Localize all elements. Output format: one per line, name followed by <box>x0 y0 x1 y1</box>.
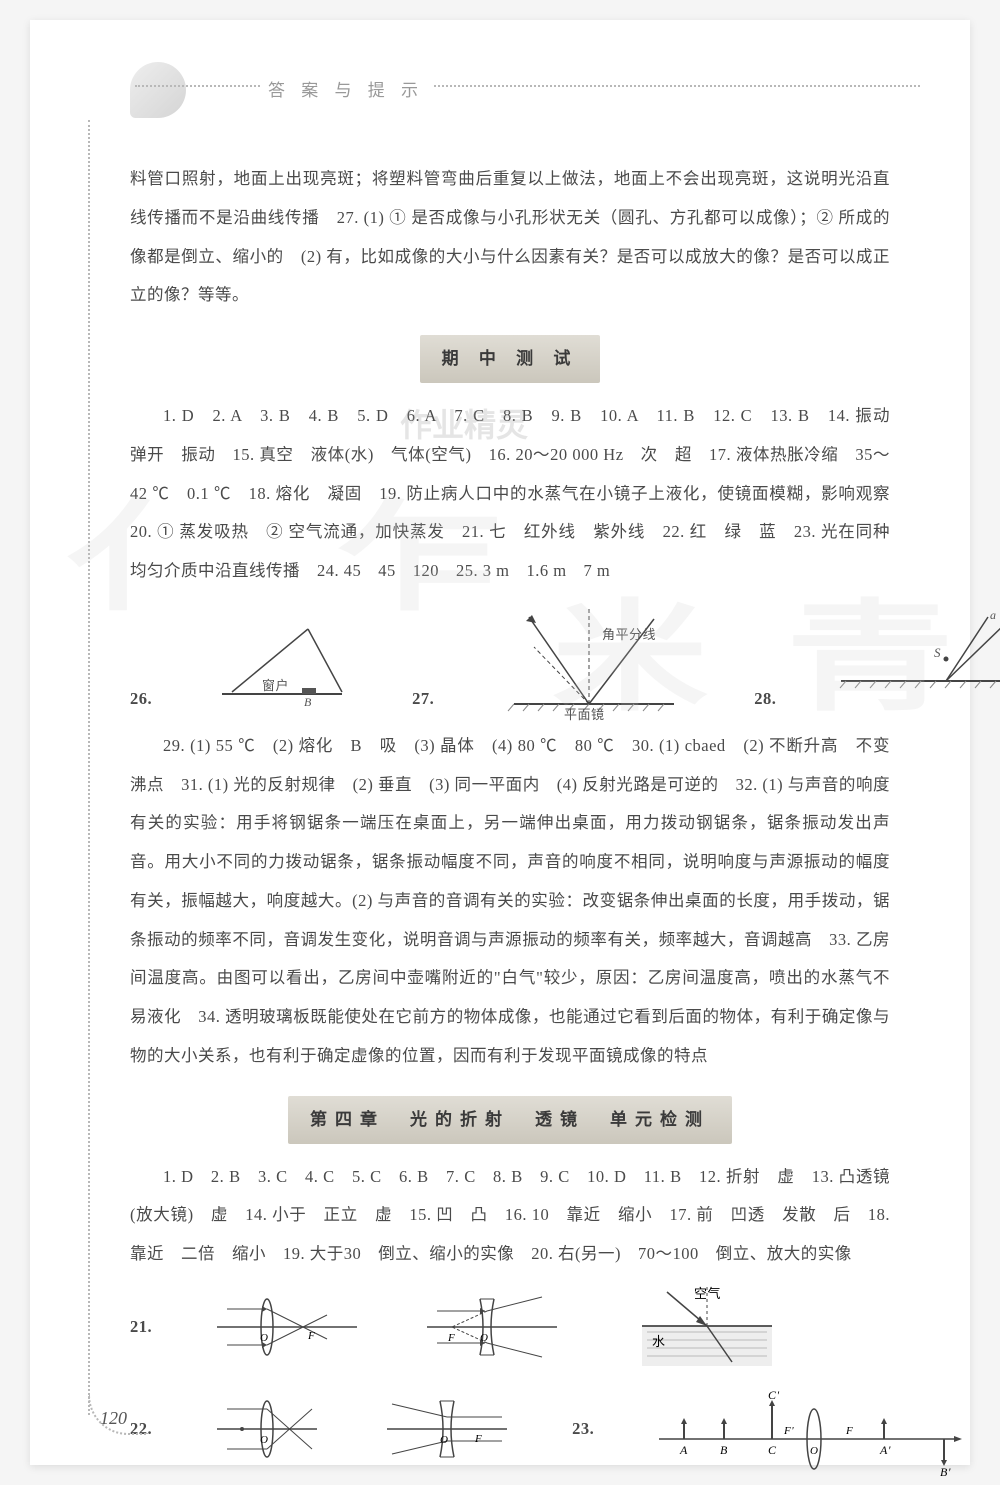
diagram-row-22-23: 22. O <box>130 1384 890 1474</box>
svg-text:A: A <box>679 1443 688 1457</box>
header-dotted-line <box>135 85 920 87</box>
diagram-row-26-28: 26. 窗户 B 27. <box>130 599 890 719</box>
svg-text:水: 水 <box>652 1334 666 1349</box>
leaf-icon <box>130 62 186 118</box>
svg-text:F: F <box>307 1330 315 1342</box>
left-dotted-border <box>88 120 90 1415</box>
diagram-21b: O F <box>422 1287 562 1367</box>
svg-text:F: F <box>447 1332 455 1344</box>
svg-text:S: S <box>934 645 941 660</box>
svg-text:空气: 空气 <box>694 1286 721 1301</box>
svg-text:B': B' <box>940 1465 951 1479</box>
section-title-ch4: 第四章 光的折射 透镜 单元检测 <box>288 1096 732 1144</box>
diagram-28: S a b <box>836 609 1000 709</box>
svg-text:B: B <box>720 1443 728 1457</box>
svg-text:C: C <box>768 1443 777 1457</box>
main-content: 料管口照射，地面上出现亮斑；将塑料管弯曲后重复以上做法，地面上不会出现亮斑，这说… <box>130 160 890 1474</box>
svg-text:O: O <box>480 1332 488 1344</box>
label-28: 28. <box>754 680 776 719</box>
diagram-22a: O <box>212 1389 322 1469</box>
section-header-ch4: 第四章 光的折射 透镜 单元检测 <box>130 1096 890 1144</box>
paragraph-mid-1: 1. D 2. A 3. B 4. B 5. D 6. A 7. C 8. B … <box>130 397 890 591</box>
diagram-26: 窗户 B <box>212 614 352 704</box>
diagram-22b: O F <box>382 1389 512 1469</box>
svg-text:B: B <box>304 695 312 709</box>
svg-text:角平分线: 角平分线 <box>602 627 656 642</box>
section-header-midterm: 期 中 测 试 <box>130 335 890 383</box>
label-26: 26. <box>130 680 152 719</box>
section-title-midterm: 期 中 测 试 <box>420 335 601 383</box>
label-27: 27. <box>412 680 434 719</box>
svg-text:O: O <box>440 1434 448 1446</box>
svg-text:O: O <box>260 1434 268 1446</box>
svg-text:O: O <box>260 1332 268 1344</box>
svg-text:F: F <box>845 1425 853 1437</box>
paragraph-top: 料管口照射，地面上出现亮斑；将塑料管弯曲后重复以上做法，地面上不会出现亮斑，这说… <box>130 160 890 315</box>
page-container: 答 案 与 提 示 亻 乍 米 青 作业精灵 料管口照射，地面上出现亮斑；将塑料… <box>30 20 970 1465</box>
svg-text:C': C' <box>768 1388 780 1402</box>
svg-text:A': A' <box>879 1443 891 1457</box>
diagram-row-21: 21. O F <box>130 1282 890 1372</box>
diagram-21c: 空气 水 <box>622 1282 782 1372</box>
label-23: 23. <box>572 1410 594 1449</box>
label-21: 21. <box>130 1308 152 1347</box>
page-number: 120 <box>100 1408 127 1429</box>
paragraph-ch4-1: 1. D 2. B 3. C 4. C 5. C 6. B 7. C 8. B … <box>130 1158 890 1274</box>
diagram-21a: O F <box>212 1287 362 1367</box>
svg-text:平面镜: 平面镜 <box>564 707 605 722</box>
svg-text:F': F' <box>783 1425 794 1437</box>
svg-text:F: F <box>474 1433 482 1445</box>
window-label: 窗户 <box>262 678 289 693</box>
diagram-27: 角平分线 平面镜 <box>494 599 694 719</box>
diagram-23: A B C C' F' O F A' B' <box>654 1384 964 1474</box>
header-title: 答 案 与 提 示 <box>260 76 432 101</box>
paragraph-mid-2: 29. (1) 55 ℃ (2) 熔化 B 吸 (3) 晶体 (4) 80 ℃ … <box>130 727 890 1076</box>
svg-text:a: a <box>990 608 997 622</box>
svg-text:O: O <box>810 1445 818 1457</box>
